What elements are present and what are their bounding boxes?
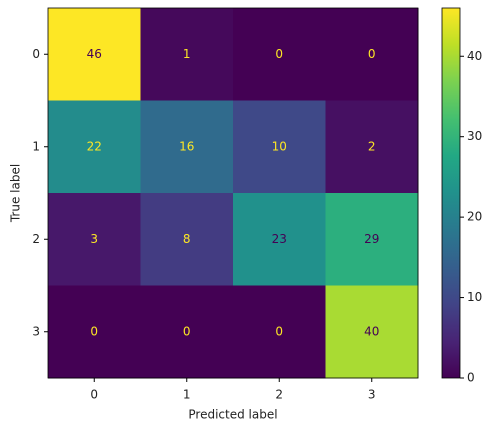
heatmap-cell [233,8,326,101]
cell-label: 3 [90,232,98,246]
colorbar-tick-label: 30 [467,129,482,143]
colorbar-tick-label: 20 [467,210,482,224]
y-tick-label: 2 [32,232,40,246]
cell-label: 22 [87,139,102,153]
cell-label: 0 [183,324,191,338]
plot-frame [47,7,419,379]
y-tick-label: 1 [32,139,40,153]
colorbar-tick-label: 40 [467,49,482,63]
cell-label: 10 [272,139,287,153]
cell-label: 40 [364,324,379,338]
heatmap-cell [48,100,141,194]
heatmap-cell [48,285,141,379]
heatmap-cell [233,285,326,379]
x-tick-label: 2 [275,388,283,402]
cell-label: 2 [368,139,376,153]
y-tick-label: 0 [32,47,40,61]
cell-label: 46 [87,47,102,61]
heatmap-cell [325,8,419,101]
heatmap-cell [140,193,234,286]
cell-label: 0 [275,324,283,338]
heatmap-cell [325,193,419,286]
heatmap-cell [140,100,234,194]
x-tick-label: 3 [368,388,376,402]
heatmap-cell [140,285,234,379]
cell-label: 16 [179,139,194,153]
x-axis-label: Predicted label [188,408,277,422]
heatmap-cell [140,8,234,101]
heatmap-cell [325,285,419,379]
cell-label: 8 [183,232,191,246]
cell-label: 1 [183,47,191,61]
y-axis-label: True label [9,164,23,223]
heatmap-cell [233,100,326,194]
heatmap-cell [48,193,141,286]
colorbar [441,7,461,379]
cell-label: 0 [90,324,98,338]
cell-label: 29 [364,232,379,246]
y-tick-label: 3 [32,324,40,338]
colorbar-tick-label: 0 [467,371,475,385]
heatmap-cell [48,8,141,101]
x-tick-label: 0 [90,388,98,402]
heatmap-cell [233,193,326,286]
heatmap-cell [325,100,419,194]
cell-label: 0 [275,47,283,61]
x-tick-label: 1 [183,388,191,402]
cell-label: 0 [368,47,376,61]
cell-label: 23 [272,232,287,246]
colorbar-tick-label: 10 [467,290,482,304]
